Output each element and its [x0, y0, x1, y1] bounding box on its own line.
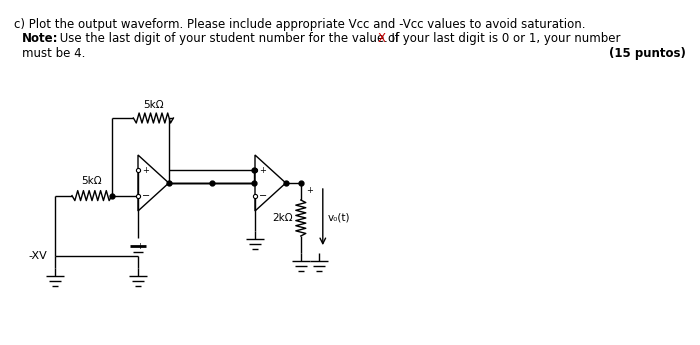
- Text: 2kΩ: 2kΩ: [272, 213, 293, 223]
- Text: v₀(t): v₀(t): [328, 213, 350, 223]
- Text: +: +: [306, 186, 313, 195]
- Text: 5kΩ: 5kΩ: [143, 100, 164, 110]
- Text: Note:: Note:: [22, 32, 59, 45]
- Text: 5kΩ: 5kΩ: [82, 176, 102, 186]
- Text: Use the last digit of your student number for the value of: Use the last digit of your student numbe…: [56, 32, 403, 45]
- Text: +: +: [136, 242, 144, 251]
- Text: +: +: [143, 166, 149, 175]
- Text: must be 4.: must be 4.: [22, 47, 85, 60]
- Text: −: −: [142, 190, 150, 200]
- Text: (15 puntos): (15 puntos): [609, 47, 686, 60]
- Text: -XV: -XV: [28, 251, 47, 261]
- Text: X: X: [378, 32, 386, 45]
- Text: −: −: [259, 190, 267, 200]
- Text: +: +: [260, 166, 267, 175]
- Text: c) Plot the output waveform. Please include appropriate Vcc and -Vcc values to a: c) Plot the output waveform. Please incl…: [14, 18, 585, 31]
- Text: . If your last digit is 0 or 1, your number: . If your last digit is 0 or 1, your num…: [384, 32, 620, 45]
